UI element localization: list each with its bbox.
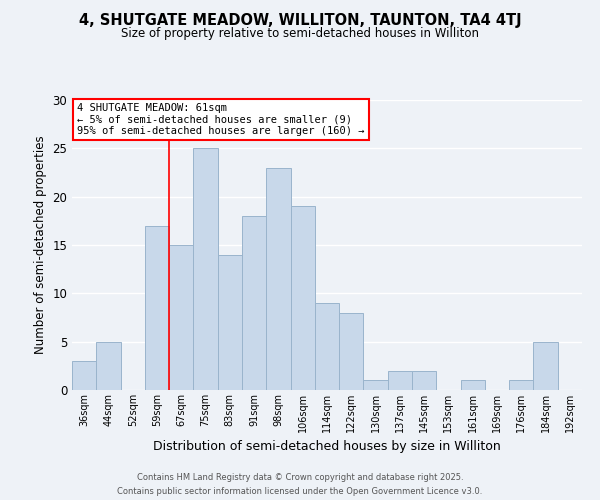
Text: Size of property relative to semi-detached houses in Williton: Size of property relative to semi-detach… [121,28,479,40]
Text: Contains HM Land Registry data © Crown copyright and database right 2025.: Contains HM Land Registry data © Crown c… [137,473,463,482]
Bar [72,361,96,390]
Bar [533,342,558,390]
Bar [412,370,436,390]
X-axis label: Distribution of semi-detached houses by size in Williton: Distribution of semi-detached houses by … [153,440,501,454]
Bar [339,312,364,390]
Text: Contains public sector information licensed under the Open Government Licence v3: Contains public sector information licen… [118,486,482,496]
Bar [364,380,388,390]
Bar [388,370,412,390]
Bar [509,380,533,390]
Bar [290,206,315,390]
Bar [266,168,290,390]
Bar [315,303,339,390]
Bar [242,216,266,390]
Bar [193,148,218,390]
Bar [461,380,485,390]
Bar [96,342,121,390]
Y-axis label: Number of semi-detached properties: Number of semi-detached properties [34,136,47,354]
Bar [145,226,169,390]
Bar [169,245,193,390]
Bar [218,254,242,390]
Text: 4 SHUTGATE MEADOW: 61sqm
← 5% of semi-detached houses are smaller (9)
95% of sem: 4 SHUTGATE MEADOW: 61sqm ← 5% of semi-de… [77,103,365,136]
Text: 4, SHUTGATE MEADOW, WILLITON, TAUNTON, TA4 4TJ: 4, SHUTGATE MEADOW, WILLITON, TAUNTON, T… [79,12,521,28]
